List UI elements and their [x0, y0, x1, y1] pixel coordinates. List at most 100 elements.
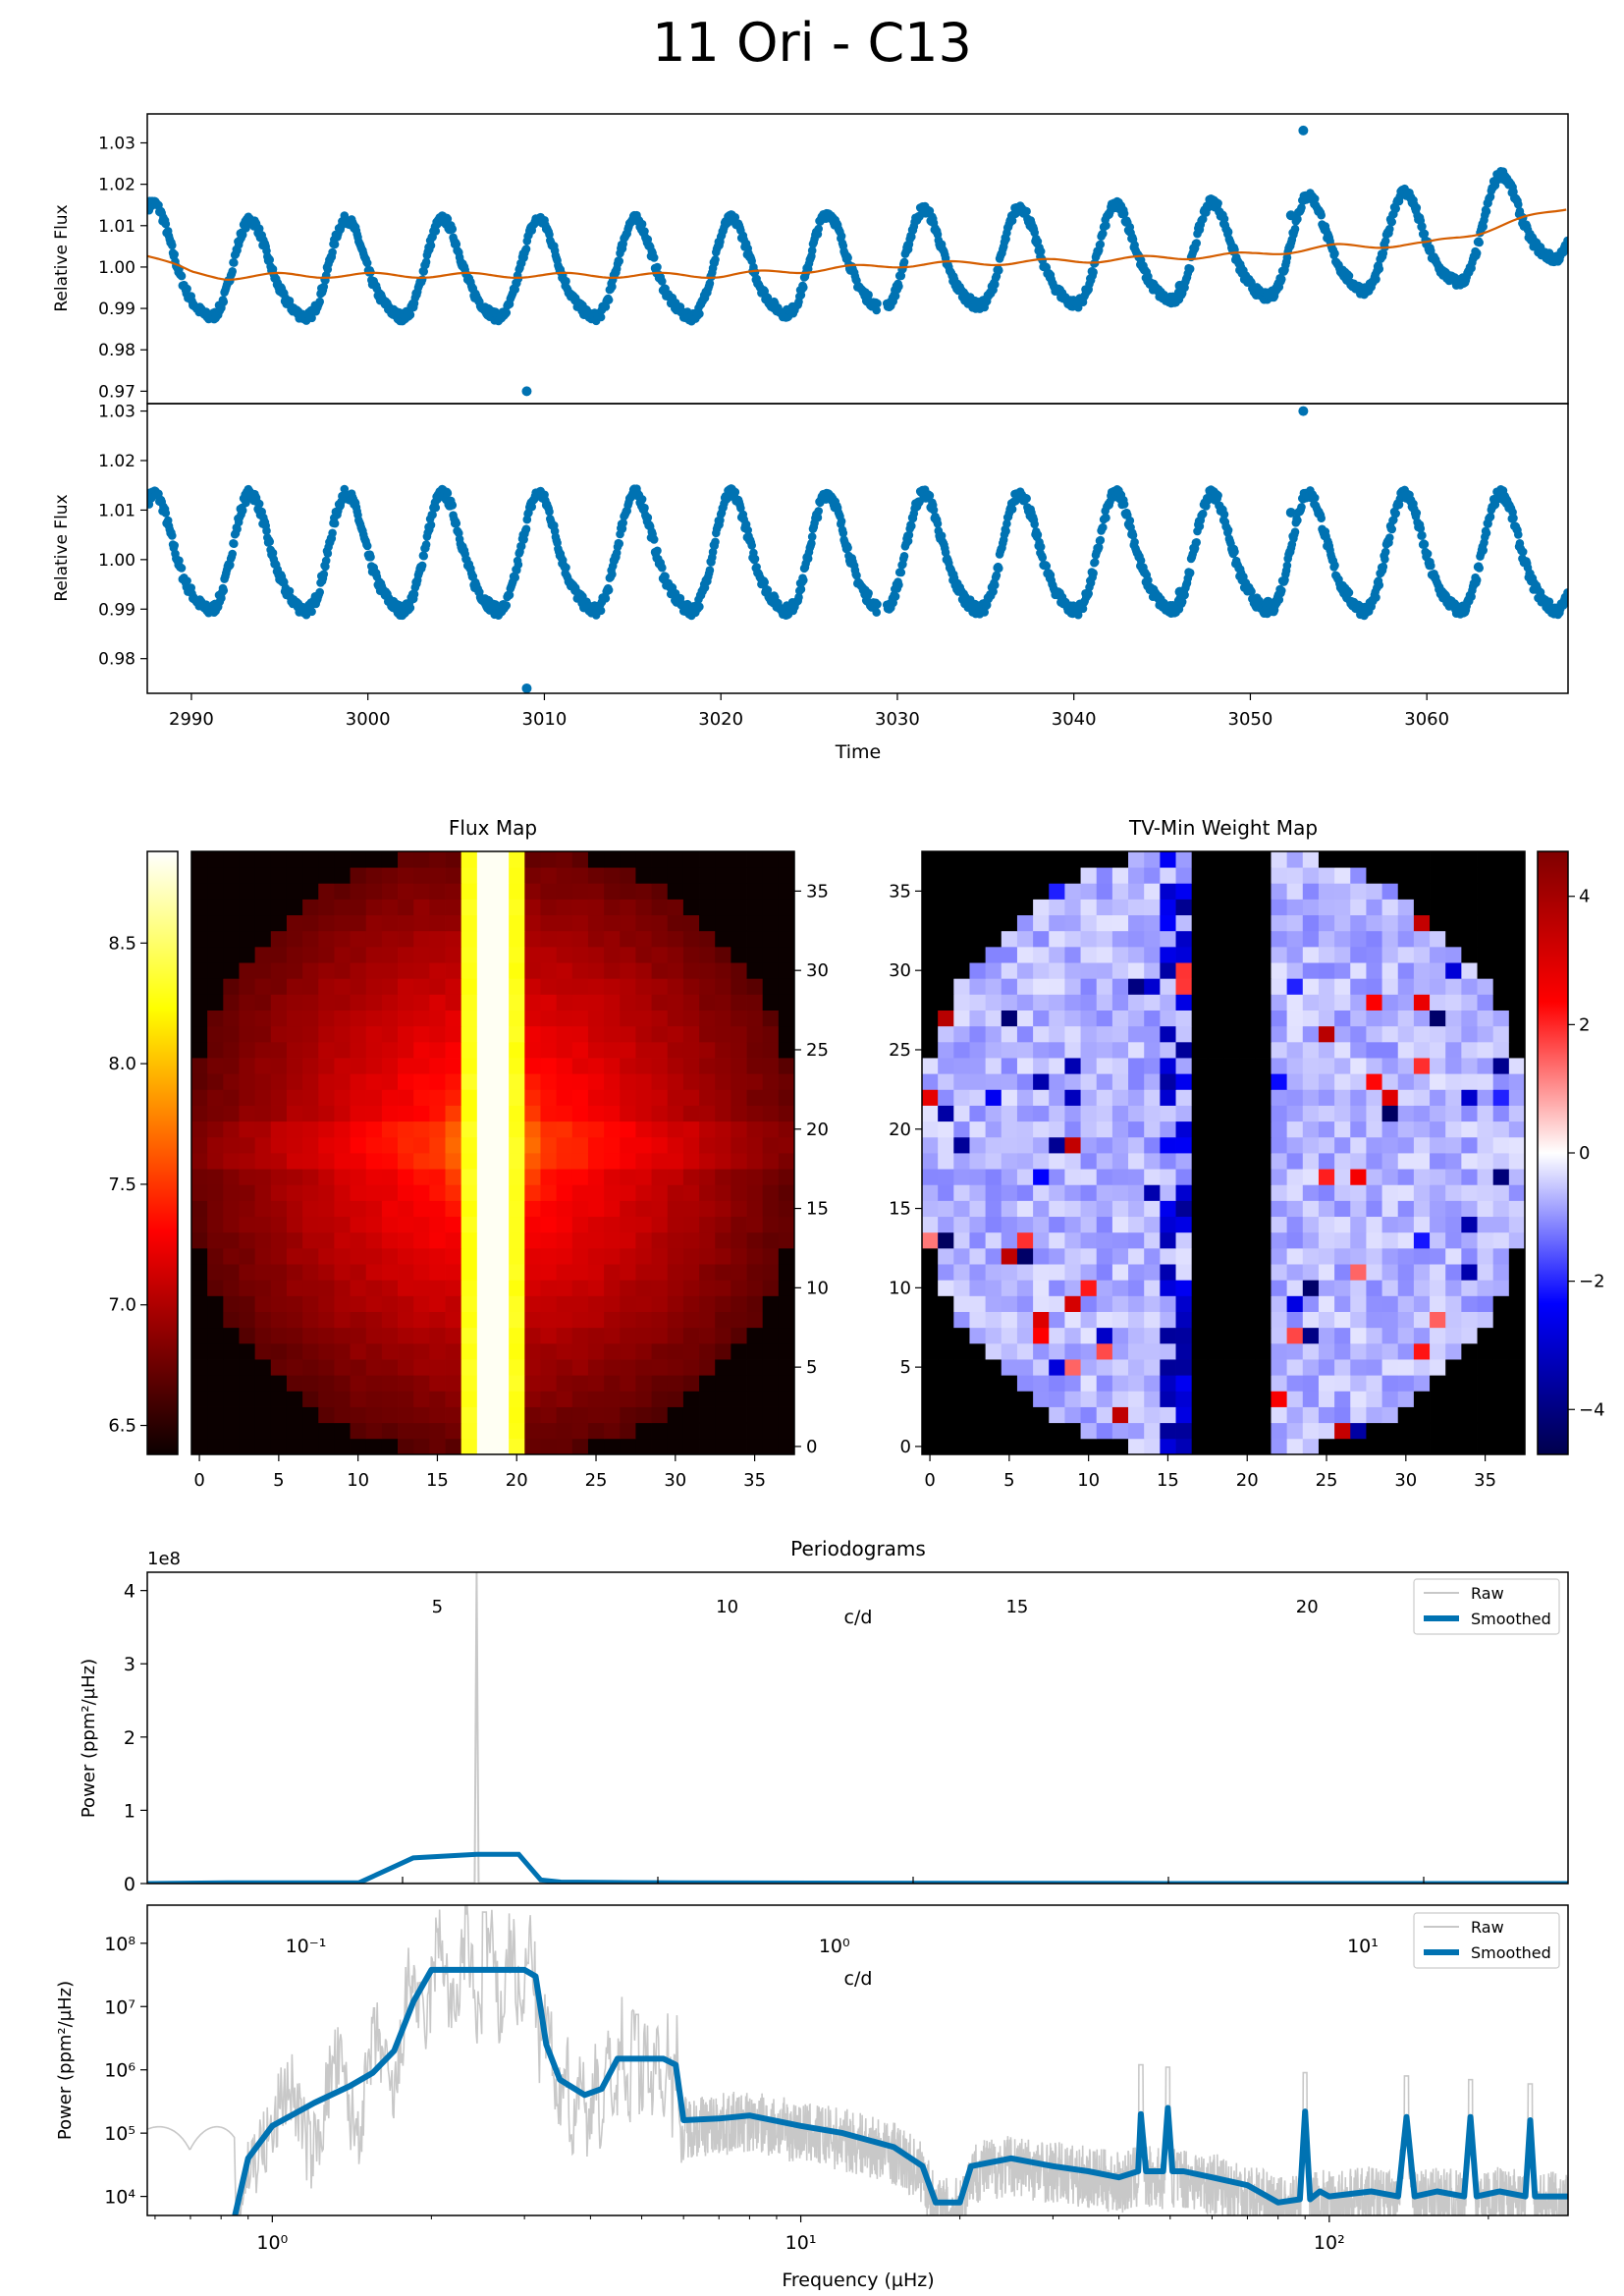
flux-map-cell	[699, 1311, 716, 1329]
flux-map-cell	[223, 1342, 240, 1360]
flux-map-cell	[667, 1153, 684, 1170]
flux-map-cell	[191, 1438, 208, 1455]
flux-map-cell	[762, 1058, 780, 1074]
flux-map-cell	[682, 1342, 700, 1360]
flux-map-cell	[524, 1231, 541, 1249]
flux-map-cell	[509, 1121, 525, 1138]
flux-map-cell	[587, 1327, 605, 1344]
flux-map-cell	[381, 1121, 399, 1138]
xtick-label: 3000	[346, 709, 391, 730]
flux-map-cell	[556, 1184, 573, 1201]
flux-map-cell	[413, 1247, 430, 1265]
flux-map-cell	[667, 1025, 684, 1043]
flux-map-cell	[493, 1406, 510, 1424]
flux-map-cell	[651, 1406, 669, 1424]
lightcurve-raw-point	[177, 271, 187, 281]
flux-map-cell	[286, 1422, 303, 1440]
flux-map-cell	[731, 1200, 747, 1218]
flux-map-cell	[460, 1200, 478, 1218]
flux-map-cell	[207, 1247, 224, 1265]
flux-map-cell	[667, 1184, 684, 1201]
lightcurve-detrended-point	[608, 570, 617, 579]
flux-map-cell	[540, 1280, 558, 1296]
lightcurve-raw-outlier	[1298, 125, 1309, 136]
flux-map-cell	[302, 1295, 319, 1312]
flux-map-cell	[715, 1184, 731, 1201]
flux-map-cell	[651, 1327, 669, 1344]
flux-map-cell	[286, 1136, 303, 1154]
flux-map-cell	[460, 883, 478, 900]
lightcurve-detrended-point	[1475, 564, 1484, 573]
flux-map-cell	[286, 1359, 303, 1376]
lightcurve-trend-line	[147, 208, 1567, 282]
flux-map-cell	[509, 1422, 525, 1440]
flux-map-cell	[223, 1422, 240, 1440]
flux-map-cell	[762, 1342, 780, 1360]
flux-map-cell	[334, 1153, 351, 1170]
flux-map-cell	[715, 994, 731, 1011]
flux-map-cell	[460, 1089, 478, 1106]
flux-map-cell	[398, 899, 414, 916]
lightcurve-raw-point	[1385, 224, 1394, 234]
flux-map-cell	[286, 1231, 303, 1249]
flux-map-cell	[381, 1359, 399, 1376]
lightcurve-raw-point	[873, 299, 882, 308]
flux-map-cell	[334, 1280, 351, 1296]
flux-map-cell	[571, 1422, 589, 1440]
flux-map-cell	[302, 1105, 319, 1122]
flux-map-cell	[682, 1264, 700, 1281]
flux-map-cell	[302, 1136, 319, 1154]
flux-map-cell	[286, 1327, 303, 1344]
flux-map-cell	[460, 1121, 478, 1138]
flux-map-cell	[460, 1231, 478, 1249]
flux-map-cell	[223, 930, 240, 948]
flux-map-cell	[571, 1231, 589, 1249]
flux-map-cell	[318, 994, 335, 1011]
lightcurve-raw-point	[1290, 224, 1300, 234]
lightcurve-detrended-point	[1099, 522, 1108, 532]
lightcurve-detrended-point	[1482, 528, 1491, 538]
flux-map-cell	[667, 978, 684, 995]
flux-map-cell	[413, 1216, 430, 1233]
flux-map-cell	[493, 914, 510, 932]
flux-map-cell	[191, 1136, 208, 1154]
flux-map-cell	[191, 899, 208, 916]
flux-map-cell	[413, 1200, 430, 1218]
flux-map-cell	[509, 978, 525, 995]
lightcurve-detrended-outlier	[1174, 586, 1185, 597]
flux-map-cell	[540, 883, 558, 900]
flux-map-cell	[667, 946, 684, 963]
flux-map-cell	[493, 978, 510, 995]
flux-map-cell	[731, 1406, 747, 1424]
flux-map-cell	[270, 1121, 288, 1138]
flux-map-cell	[239, 1247, 256, 1265]
lightcurve-detrended-point	[814, 507, 823, 516]
flux-map-cell	[635, 1375, 652, 1392]
flux-map-cell	[191, 1422, 208, 1440]
flux-map-cell	[509, 1438, 525, 1455]
flux-map-cell	[524, 1280, 541, 1296]
lightcurve-detrended-point	[837, 517, 846, 526]
flux-map-cell	[350, 994, 367, 1011]
flux-map-cell	[318, 1295, 335, 1312]
lightcurve-raw-point	[1277, 275, 1286, 284]
flux-map-cell	[604, 1311, 621, 1329]
flux-map-cell	[365, 1375, 383, 1392]
lightcurve-raw-point	[1089, 267, 1098, 277]
flux-map-cell	[699, 1231, 716, 1249]
flux-map-cell	[429, 883, 446, 900]
lightcurve-detrended-point	[907, 521, 916, 530]
flux-map-cell	[413, 930, 430, 948]
flux-map-cell	[334, 1169, 351, 1185]
flux-map-cell	[651, 1264, 669, 1281]
colorbar-tick-label: 8.5	[108, 933, 136, 954]
flux-map-cell	[429, 994, 446, 1011]
flux-map-cell	[556, 994, 573, 1011]
flux-map-cell	[651, 1422, 669, 1440]
flux-map-cell	[286, 1311, 303, 1329]
flux-map-cell	[604, 1010, 621, 1027]
flux-map-cell	[270, 1438, 288, 1455]
lightcurve-raw-point	[417, 275, 427, 284]
flux-map-cell	[429, 1153, 446, 1170]
flux-map-cell	[286, 914, 303, 932]
